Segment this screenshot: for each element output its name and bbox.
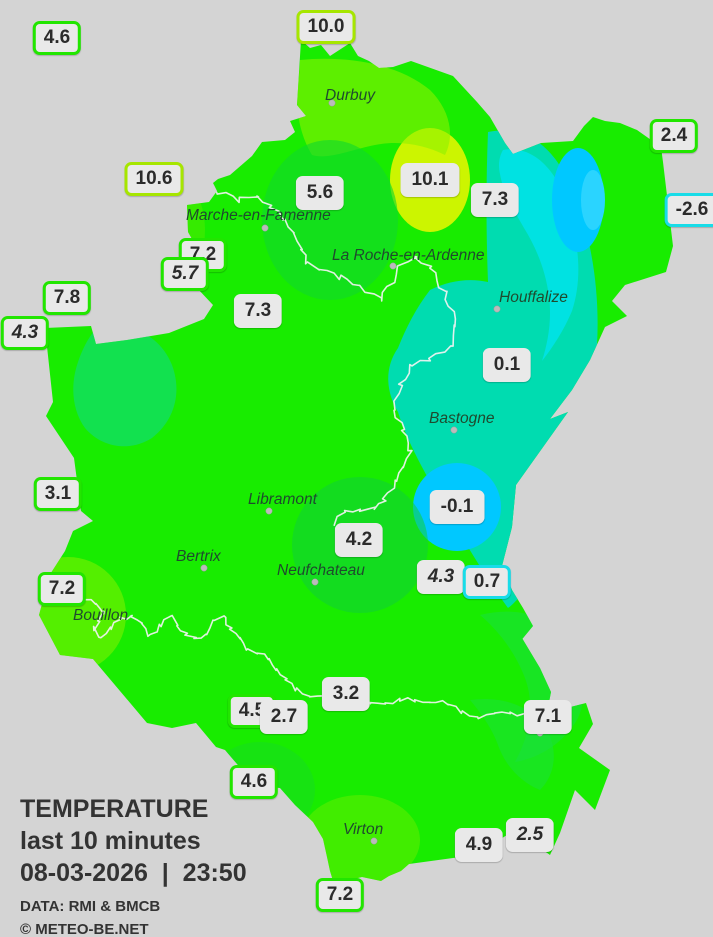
svg-text:Houffalize: Houffalize — [499, 289, 568, 306]
svg-text:La Roche-en-Ardenne: La Roche-en-Ardenne — [332, 247, 485, 264]
svg-text:Libramont: Libramont — [248, 491, 318, 508]
svg-text:Bertrix: Bertrix — [176, 548, 222, 565]
svg-text:Bastogne: Bastogne — [429, 410, 495, 427]
svg-text:Durbuy: Durbuy — [325, 87, 376, 104]
svg-text:Bouillon: Bouillon — [73, 607, 128, 624]
svg-text:Neufchateau: Neufchateau — [277, 562, 365, 579]
